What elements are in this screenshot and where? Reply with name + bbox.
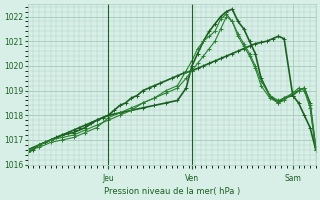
X-axis label: Pression niveau de la mer( hPa ): Pression niveau de la mer( hPa ) (104, 187, 240, 196)
